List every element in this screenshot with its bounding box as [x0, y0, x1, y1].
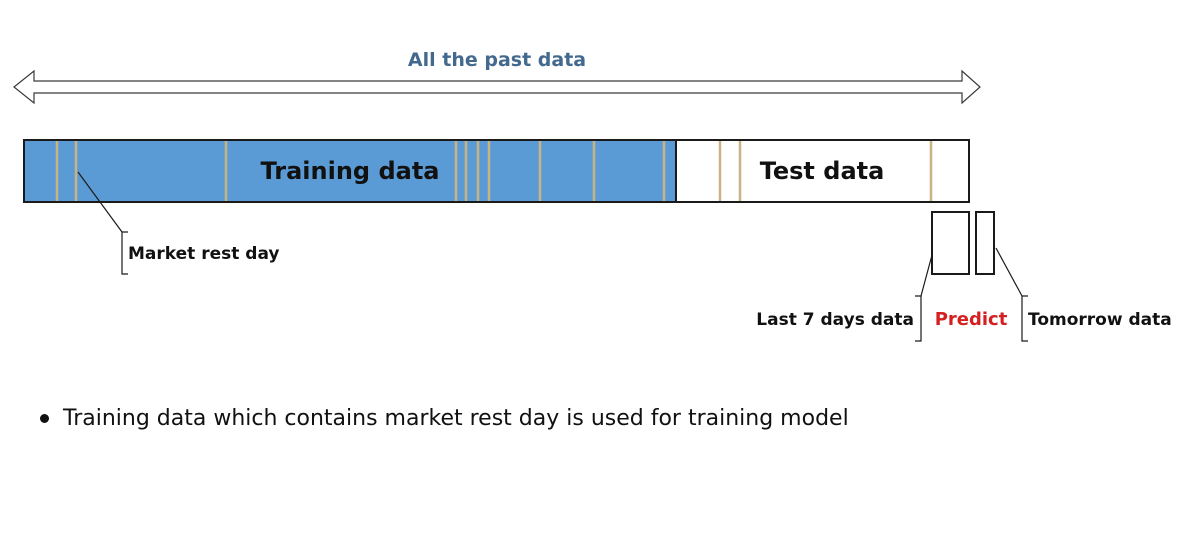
bullet-item: Training data which contains market rest… [40, 406, 849, 431]
bottom-callouts [915, 247, 1028, 342]
test-data-bar [675, 139, 970, 203]
last-7-days-box [931, 211, 970, 275]
tomorrow-box [975, 211, 995, 275]
training-data-bar [23, 139, 677, 203]
tomorrow-bracket [1021, 295, 1028, 342]
past-data-label: All the past data [408, 49, 586, 71]
training-data-label: Training data [261, 157, 440, 185]
callout-leader-line [77, 171, 123, 233]
market-rest-day-label: Market rest day [128, 244, 279, 264]
tomorrow-leader [995, 247, 1023, 297]
tomorrow-label: Tomorrow data [1028, 310, 1172, 330]
bullet-text: Training data which contains market rest… [63, 406, 849, 431]
last-7-days-bracket [915, 295, 922, 342]
rest-day-markers [55, 141, 933, 201]
last-7-days-label: Last 7 days data [756, 310, 914, 330]
market-rest-day-callout [77, 171, 128, 275]
predict-label: Predict [935, 309, 1008, 330]
test-data-label: Test data [760, 157, 885, 185]
callout-bracket [121, 231, 128, 275]
past-data-arrow [13, 69, 981, 105]
last-7-days-leader [920, 254, 933, 297]
bullet-dot-icon [40, 414, 49, 423]
